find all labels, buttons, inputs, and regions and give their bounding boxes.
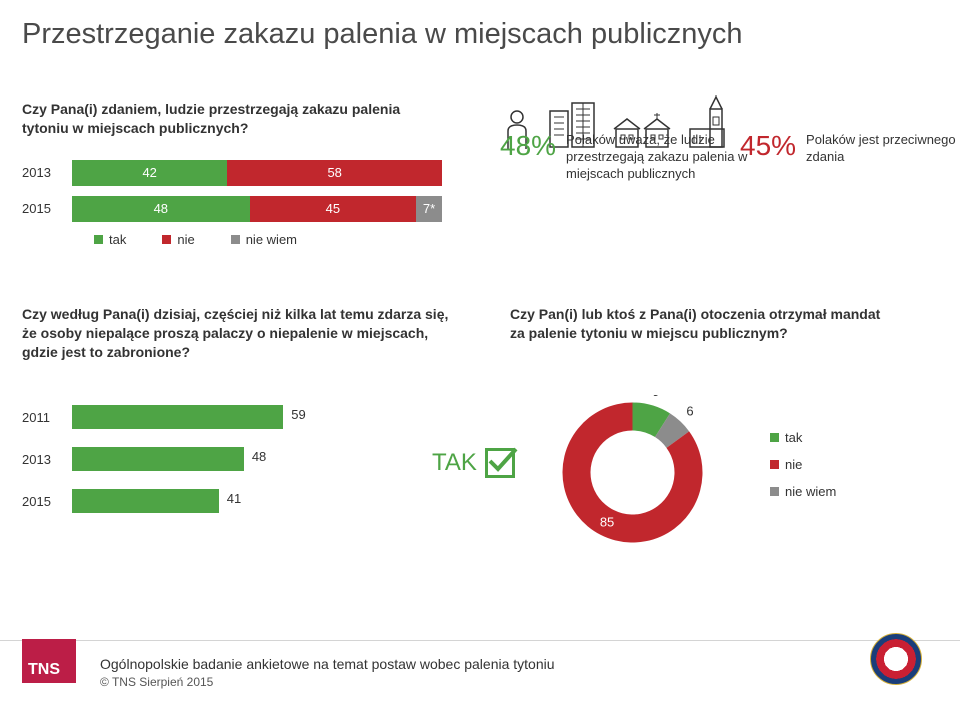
legend-label: nie [177, 232, 194, 247]
checkmark-icon [485, 448, 515, 478]
legend-label: nie wiem [246, 232, 297, 247]
stat-45-text: Polaków jest przeciwnego zdania [806, 132, 960, 166]
stat-48-text: Polaków uważa, że ludzie przestrzegają z… [566, 132, 766, 183]
page-title: Przestrzeganie zakazu palenia w miejscac… [0, 0, 960, 51]
question-3-text: Czy Pan(i) lub ktoś z Pana(i) otoczenia … [510, 305, 890, 343]
bar-area: 41 [72, 489, 430, 513]
bar-fill [72, 447, 244, 471]
legend-swatch [94, 235, 103, 244]
donut-value: 85 [600, 514, 614, 529]
bar-row: 2015 41 [22, 489, 430, 513]
row-year-label: 2013 [22, 165, 72, 180]
legend-label: tak [109, 232, 126, 247]
bar-year-label: 2011 [22, 410, 72, 425]
donut-value: 9 [652, 395, 659, 399]
legend-label: nie [785, 457, 802, 472]
question-1-text: Czy Pana(i) zdaniem, ludzie przestrzegaj… [22, 100, 442, 138]
bar-segment: 48 [72, 196, 250, 222]
bar-year-label: 2013 [22, 452, 72, 467]
legend-label: tak [785, 430, 802, 445]
legend-swatch [770, 433, 779, 442]
bar-segment: 7* [416, 196, 442, 222]
bar-segment: 58 [227, 160, 442, 186]
legend-item: tak [94, 232, 126, 247]
legend-item: nie wiem [770, 484, 836, 499]
legend-item: nie wiem [231, 232, 297, 247]
tak-label: TAK [432, 449, 477, 477]
stat-48-pct: 48% [500, 130, 556, 162]
donut-value: 6 [686, 403, 693, 418]
legend-item: nie [162, 232, 194, 247]
stat-45-pct: 45% [740, 130, 796, 162]
bar-year-label: 2015 [22, 494, 72, 509]
stacked-bar: 48457* [72, 196, 442, 222]
row-year-label: 2015 [22, 201, 72, 216]
bar-fill [72, 405, 283, 429]
q3-legend: tak nie nie wiem [770, 430, 836, 511]
footer: Ogólnopolskie badanie ankietowe na temat… [0, 640, 960, 705]
legend-item: tak [770, 430, 836, 445]
stacked-row: 201548457* [22, 196, 442, 222]
stacked-bar: 4258 [72, 160, 442, 186]
legend-swatch [231, 235, 240, 244]
legend-item: nie [770, 457, 836, 472]
legend-swatch [770, 487, 779, 496]
stacked-row: 20134258 [22, 160, 442, 186]
question-2-text: Czy według Pana(i) dzisiaj, częściej niż… [22, 305, 462, 362]
bar-segment: 45 [250, 196, 417, 222]
tak-badge: TAK [432, 448, 515, 478]
content-area: Czy Pana(i) zdaniem, ludzie przestrzegaj… [22, 100, 938, 247]
stat-45: 45% Polaków jest przeciwnego zdania [740, 130, 960, 166]
legend-swatch [162, 235, 171, 244]
bar-value: 41 [227, 491, 241, 506]
legend-swatch [770, 460, 779, 469]
pis-logo [870, 633, 922, 685]
bar-segment: 42 [72, 160, 227, 186]
q1-legend: tak nie nie wiem [94, 232, 938, 247]
bar-area: 59 [72, 405, 430, 429]
bar-area: 48 [72, 447, 430, 471]
bar-row: 2013 48 [22, 447, 430, 471]
stat-48: 48% Polaków uważa, że ludzie przestrzega… [500, 130, 766, 183]
bar-value: 59 [291, 407, 305, 422]
q2-bar-chart: 2011 59 2013 48 2015 41 [22, 405, 430, 531]
bar-fill [72, 489, 219, 513]
tns-logo: TNS [22, 639, 76, 683]
q1-stacked-chart: 20134258201548457* [22, 160, 442, 222]
footer-title: Ogólnopolskie badanie ankietowe na temat… [100, 655, 960, 675]
q3-donut-chart: 9 6 85 [555, 395, 710, 550]
bar-value: 48 [252, 449, 266, 464]
bar-row: 2011 59 [22, 405, 430, 429]
footer-copyright: © TNS Sierpień 2015 [100, 674, 960, 691]
legend-label: nie wiem [785, 484, 836, 499]
